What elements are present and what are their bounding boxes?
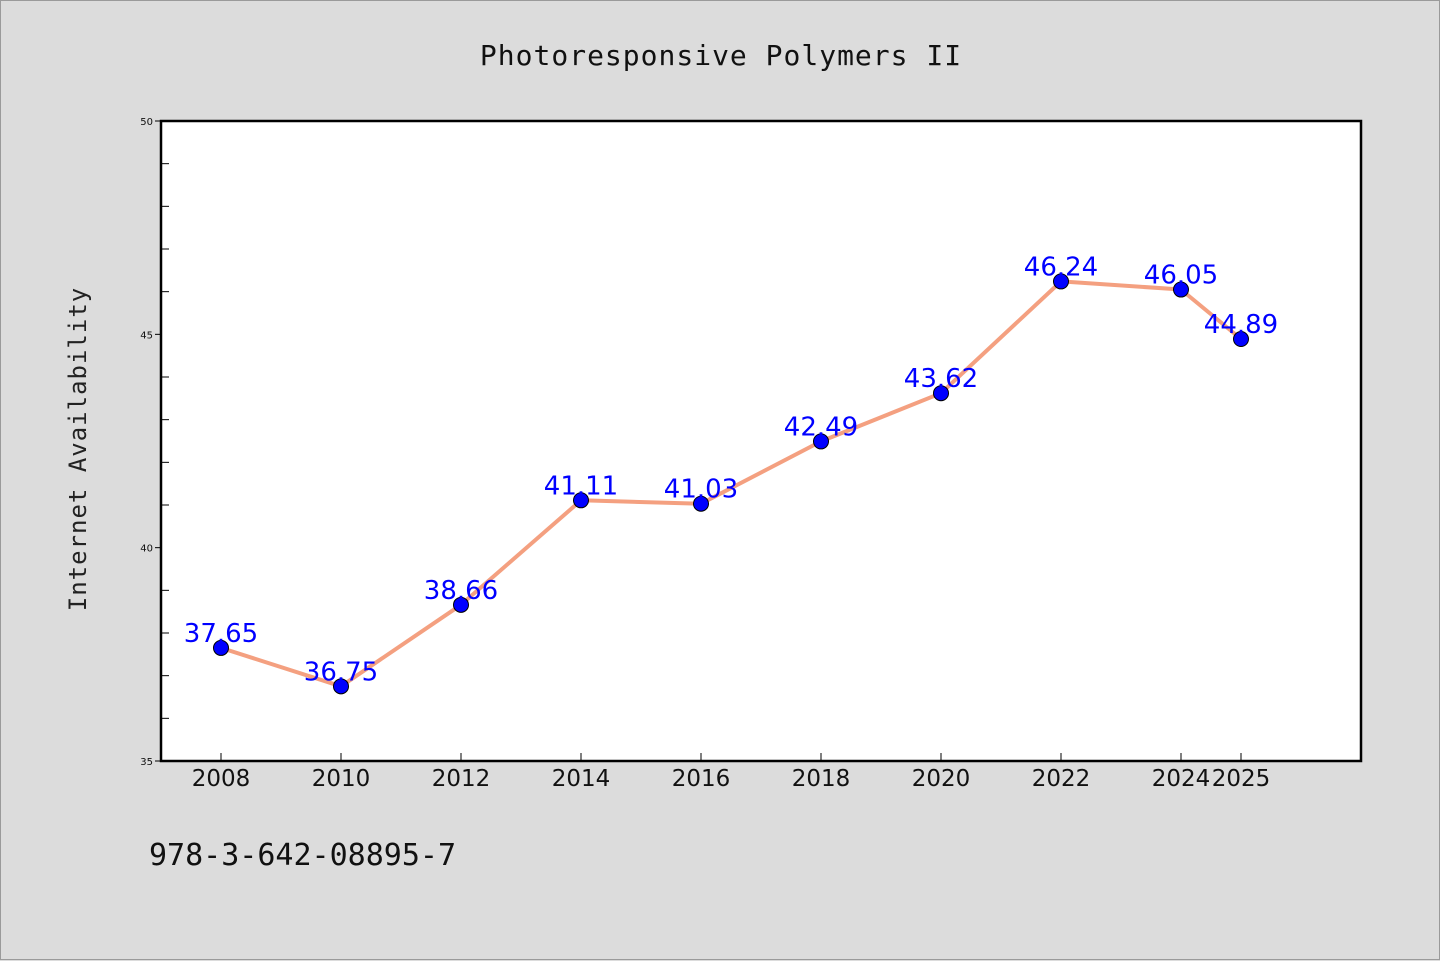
y-axis-ticks: 35 40 45 50 <box>140 117 161 768</box>
y-tick-label: 50 <box>140 117 153 128</box>
chart-title: Photoresponsive Polymers II <box>480 39 962 72</box>
data-markers <box>213 273 1249 695</box>
data-point <box>1233 331 1249 348</box>
data-point <box>213 639 229 656</box>
y-tick-label: 35 <box>140 757 153 768</box>
data-label: 46.05 <box>1144 261 1218 291</box>
data-point <box>333 678 349 695</box>
y-tick-label: 45 <box>140 330 153 341</box>
series-line <box>219 279 1243 689</box>
y-minor-ticks <box>161 163 169 719</box>
data-label: 41.03 <box>664 475 738 505</box>
plot-border <box>159 119 1363 763</box>
x-tick-label: 2010 <box>312 766 371 792</box>
plot-area <box>161 121 1361 761</box>
data-label: 41.11 <box>544 471 618 501</box>
x-tick-label: 2020 <box>912 766 971 792</box>
data-point <box>813 433 829 450</box>
data-label: 42.49 <box>784 412 858 442</box>
data-label: 37.65 <box>184 619 258 649</box>
x-tick-label: 2008 <box>192 766 251 792</box>
data-label: 36.75 <box>304 657 378 687</box>
x-tick-label: 2018 <box>792 766 851 792</box>
isbn-annotation: 978-3-642-08895-7 <box>149 838 456 873</box>
x-axis-ticks: 2008 2010 2012 2014 2016 2018 2020 2022 2024 2025 <box>192 753 1271 792</box>
data-point <box>453 596 469 613</box>
x-tick-label: 2016 <box>672 766 731 792</box>
y-axis-label: Internet Availability <box>64 287 92 611</box>
data-label: 44.89 <box>1204 310 1278 340</box>
data-point <box>693 495 709 512</box>
data-point <box>1053 273 1069 290</box>
data-label: 38.66 <box>424 576 498 606</box>
y-tick-label: 40 <box>140 544 153 555</box>
x-tick-label: 2012 <box>432 766 491 792</box>
x-tick-label: 2014 <box>552 766 611 792</box>
data-label: 46.24 <box>1024 252 1098 282</box>
data-label: 43.62 <box>904 364 978 394</box>
x-tick-label: 2024 <box>1152 766 1211 792</box>
data-point <box>573 492 589 509</box>
data-point <box>933 385 949 402</box>
data-point <box>1173 281 1189 298</box>
x-tick-label: 2025 <box>1212 766 1271 792</box>
data-labels: 37.65 36.75 38.66 41.11 41.03 42.49 43.62 46.24… <box>184 252 1278 687</box>
x-tick-label: 2022 <box>1032 766 1091 792</box>
